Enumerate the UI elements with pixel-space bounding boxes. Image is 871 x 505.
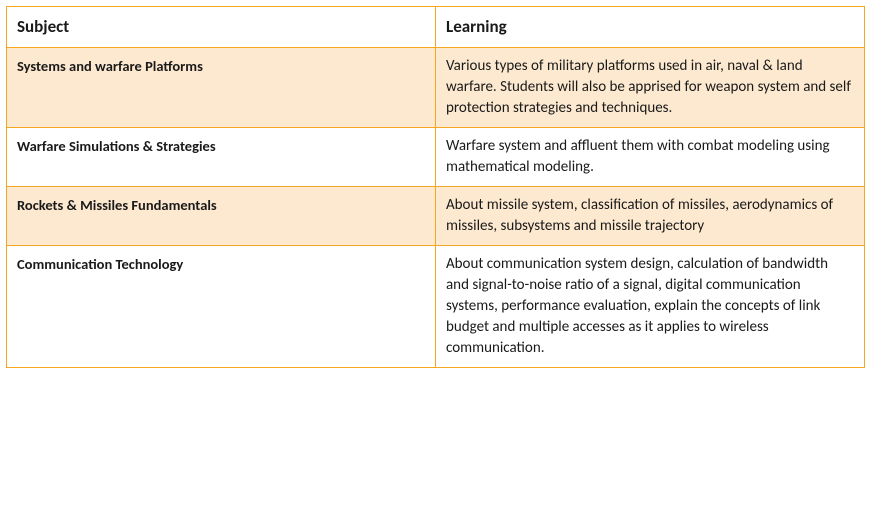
cell-learning: About missile system, classification of … — [436, 186, 865, 245]
cell-subject: Communication Technology — [7, 245, 436, 367]
cell-learning: Warfare system and affluent them with co… — [436, 127, 865, 186]
table-row: Communication Technology About communica… — [7, 245, 865, 367]
col-subject-header: Subject — [7, 7, 436, 48]
table-body: Systems and warfare Platforms Various ty… — [7, 47, 865, 367]
cell-subject: Rockets & Missiles Fundamentals — [7, 186, 436, 245]
cell-learning: About communication system design, calcu… — [436, 245, 865, 367]
table-row: Rockets & Missiles Fundamentals About mi… — [7, 186, 865, 245]
table-row: Systems and warfare Platforms Various ty… — [7, 47, 865, 127]
cell-learning: Various types of military platforms used… — [436, 47, 865, 127]
cell-subject: Warfare Simulations & Strategies — [7, 127, 436, 186]
col-learning-header: Learning — [436, 7, 865, 48]
table-header-row: Subject Learning — [7, 7, 865, 48]
table-row: Warfare Simulations & Strategies Warfare… — [7, 127, 865, 186]
curriculum-table: Subject Learning Systems and warfare Pla… — [6, 6, 865, 368]
cell-subject: Systems and warfare Platforms — [7, 47, 436, 127]
